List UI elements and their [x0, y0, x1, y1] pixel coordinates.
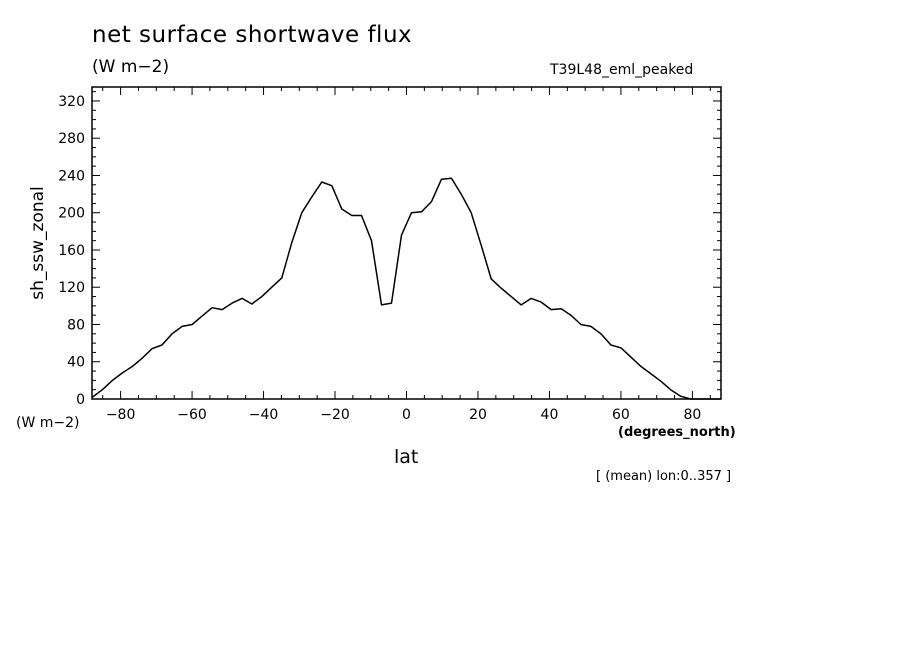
- y-axis-units: (W m−2): [16, 415, 80, 431]
- y-tick-label: 320: [58, 94, 85, 110]
- x-axis-units: (degrees_north): [618, 425, 736, 440]
- x-axis-label: lat: [394, 446, 419, 468]
- y-tick-label: 240: [58, 168, 85, 184]
- x-tick-label: 40: [541, 407, 559, 423]
- x-tick-label: 0: [402, 407, 411, 423]
- series-line: [91, 177, 721, 400]
- y-tick-label: 280: [58, 131, 85, 147]
- x-tick-label: 60: [612, 407, 630, 423]
- run-label: T39L48_eml_peaked: [550, 62, 694, 78]
- axis-ticks: [92, 87, 721, 400]
- x-tick-label: 20: [469, 407, 487, 423]
- x-tick-label: −40: [249, 407, 279, 423]
- x-tick-label: −20: [320, 407, 350, 423]
- x-tick-label: −60: [177, 407, 207, 423]
- x-tick-label: −80: [106, 407, 136, 423]
- tick-labels: −80 −60 −40 −20 0 20 40 60 80 0 40 80 120 160 200 240 28…: [58, 94, 701, 423]
- chart-title: net surface shortwave flux: [92, 22, 413, 48]
- y-tick-label: 160: [58, 243, 85, 259]
- series-group: [91, 177, 721, 400]
- y-tick-label: 80: [67, 317, 85, 333]
- x-tick-label: 80: [683, 407, 701, 423]
- y-tick-label: 200: [58, 206, 85, 222]
- chart-subtitle: (W m−2): [92, 57, 170, 77]
- y-tick-label: 40: [67, 355, 85, 371]
- y-tick-label: 120: [58, 280, 85, 296]
- footnote: [ (mean) lon:0..357 ]: [596, 469, 732, 484]
- y-tick-label: 0: [76, 392, 85, 408]
